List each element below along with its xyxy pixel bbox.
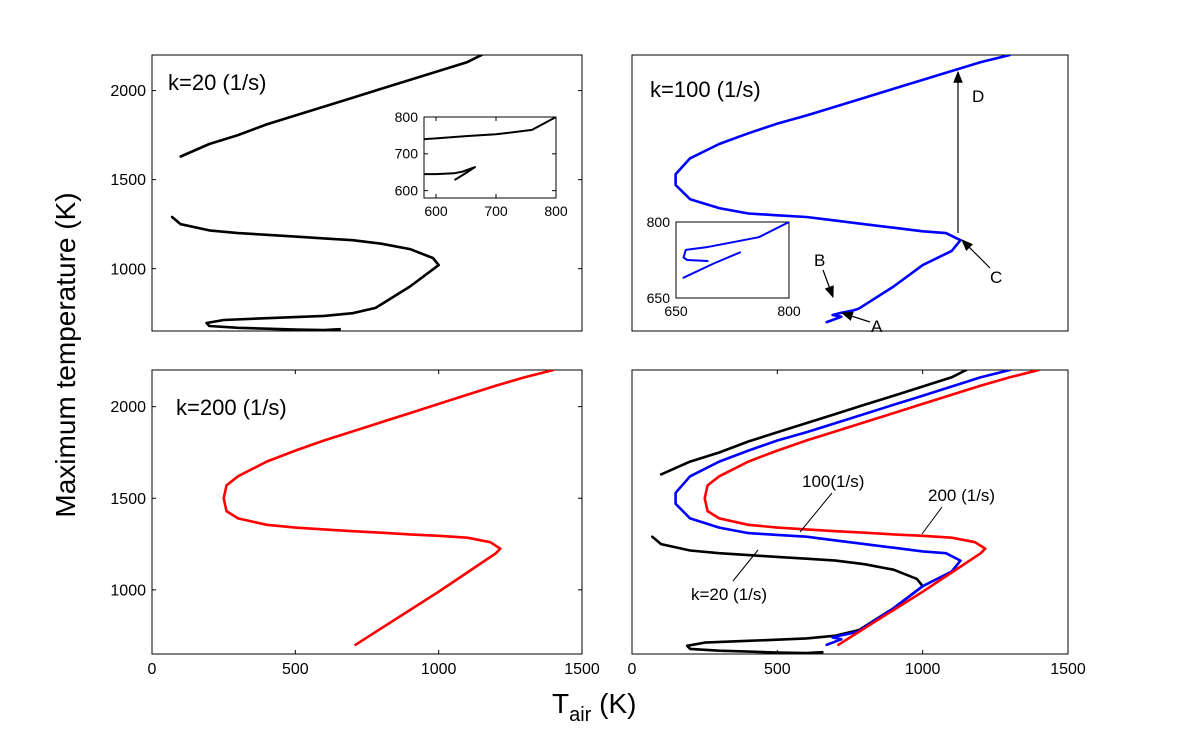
x-axis-title: Tair (K) xyxy=(552,688,636,726)
annotation-c: C xyxy=(990,268,1002,287)
series-line xyxy=(170,215,441,331)
x-tick-label: 0 xyxy=(148,661,157,678)
arrow-a xyxy=(840,311,871,323)
inset-x-tick-label: 650 xyxy=(664,303,688,319)
annotation-a: A xyxy=(871,317,883,336)
panel-label: k=20 (1/s) xyxy=(168,70,266,95)
leader-line xyxy=(732,549,759,582)
y-tick-label: 1000 xyxy=(110,261,146,278)
x-tick-label: 1500 xyxy=(564,661,600,678)
series-line xyxy=(222,370,555,647)
x-tick-label: 500 xyxy=(282,661,309,678)
series-line xyxy=(424,117,556,141)
y-tick-label: 2000 xyxy=(110,399,146,416)
axes-frame xyxy=(151,369,583,655)
x-tick-label: 1500 xyxy=(1050,661,1086,678)
arrow-c xyxy=(961,239,991,269)
inset-y-tick-label: 700 xyxy=(395,146,419,162)
x-tick-label: 1000 xyxy=(905,661,941,678)
x-axis-title-unit: (K) xyxy=(591,688,636,719)
x-axis-title-sub: air xyxy=(569,704,592,726)
x-tick-label: 500 xyxy=(764,661,791,678)
inset-axes-frame xyxy=(423,116,557,199)
inset-x-tick-label: 700 xyxy=(484,203,508,219)
inset-top-right: 650 800 650 800 xyxy=(647,214,801,319)
y-axis-title: Maximum temperature (K) xyxy=(50,192,81,517)
inset-y-tick-label: 600 xyxy=(395,183,419,199)
panel-bottom-right: 0 500 1000 1500 100(1/s) 200 (1/s) k=20 (1/s) xyxy=(628,369,1086,678)
panel-top-right: k=100 (1/s) 650 800 650 800 D C B A xyxy=(631,54,1069,336)
inset-x-tick-label: 800 xyxy=(544,203,568,219)
series-line xyxy=(674,55,1012,324)
y-tick-label: 2000 xyxy=(110,83,146,100)
y-tick-label: 1500 xyxy=(110,172,146,189)
annotation-d: D xyxy=(972,87,984,106)
x-tick-label: 1000 xyxy=(421,661,457,678)
leader-line xyxy=(921,506,943,535)
curve-label: 100(1/s) xyxy=(802,472,864,491)
inset-top-left: 600 700 800 600 700 800 xyxy=(395,109,568,219)
panel-bottom-left: 1000 1500 2000 0 500 1000 1500 k=200 (1/s) xyxy=(110,369,600,678)
series-line xyxy=(682,222,789,262)
curve-label: 200 (1/s) xyxy=(928,486,995,505)
inset-y-tick-label: 650 xyxy=(647,290,671,306)
y-tick-label: 1000 xyxy=(110,582,146,599)
arrow-b xyxy=(822,269,834,299)
annotation-b: B xyxy=(814,251,825,270)
axes-frame xyxy=(631,369,1069,655)
series-line xyxy=(659,370,968,476)
inset-y-tick-label: 800 xyxy=(647,214,671,230)
series-line xyxy=(703,370,1041,647)
inset-x-tick-label: 800 xyxy=(777,303,801,319)
leader-line xyxy=(799,492,833,533)
y-tick-label: 1500 xyxy=(110,491,146,508)
series-line xyxy=(682,251,741,279)
panel-label: k=200 (1/s) xyxy=(176,395,287,420)
panel-label: k=100 (1/s) xyxy=(650,77,761,102)
inset-x-tick-label: 600 xyxy=(424,203,448,219)
series-line xyxy=(424,166,476,181)
curve-label: k=20 (1/s) xyxy=(691,585,767,604)
panel-top-left: 1000 1500 2000 k=20 (1/s) 600 700 800 600 700 800 xyxy=(110,54,583,332)
inset-y-tick-label: 800 xyxy=(395,109,419,125)
x-axis-title-main: T xyxy=(552,688,569,719)
series-line xyxy=(179,55,484,158)
x-tick-label: 0 xyxy=(628,661,637,678)
